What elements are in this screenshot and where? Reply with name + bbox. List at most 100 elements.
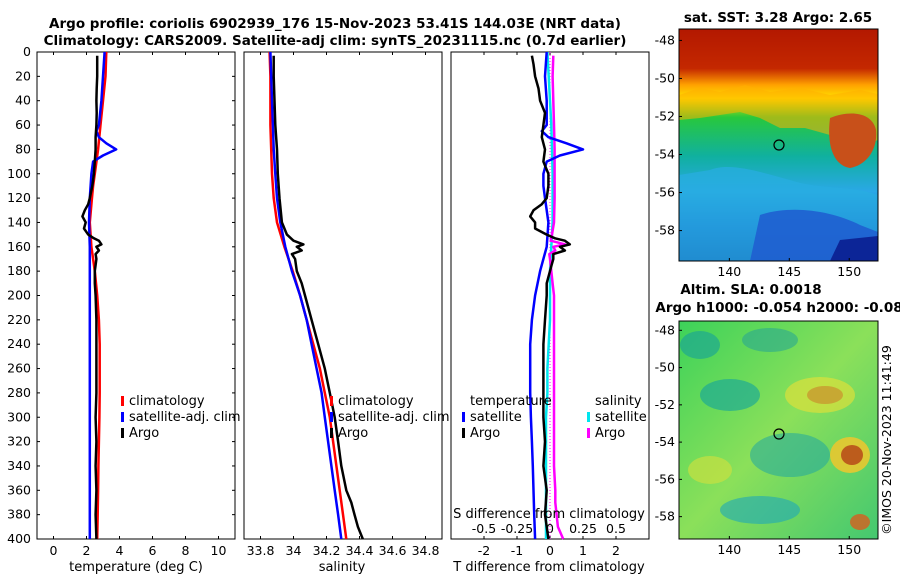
x-tick-label: 2 [83,543,91,558]
difference-top-x-ticks: -0.5 -0.25 0 0.25 0.5 [472,521,626,536]
y-tick-label: 340 [7,458,31,473]
legend-swatch-t-argo [462,428,465,438]
top-x-tick-label: 0 [546,521,554,536]
difference-top-x-label: S difference from climatology [453,507,645,522]
map-y-tick-label: -54 [655,434,675,449]
temperature-x-label: temperature (deg C) [69,560,203,575]
map-y-tick-label: -52 [655,108,675,123]
map-y-tick-label: -48 [655,32,675,47]
top-x-tick-label: 0.25 [569,521,597,536]
x-tick-label: 4 [116,543,124,558]
legend-swatch-s-argo [587,428,590,438]
legend-satellite: satellite-adj. clim [338,410,450,425]
y-tick-label: 40 [15,93,31,108]
x-tick-label: -2 [478,543,490,558]
legend-swatch-s-satellite [587,412,590,422]
x-tick-label: 34.4 [346,543,374,558]
legend-argo: Argo [129,426,159,441]
salinity-x-ticks: 33.8 34 34.2 34.4 34.6 34.8 [247,52,440,558]
y-tick-label: 0 [23,44,31,59]
y-tick-label: 280 [7,385,31,400]
sla-map-panel: Altim. SLA: 0.0018 Argo h1000: -0.054 h2… [655,282,900,557]
map-x-tick-label: 145 [777,542,801,557]
salinity-panel: 33.8 34 34.2 34.4 34.6 34.8 salinity climatol… [243,51,450,575]
x-tick-label: 34.2 [313,543,341,558]
y-tick-label: 320 [7,434,31,449]
x-tick-label: 34.8 [412,543,440,558]
legend-swatch-argo [121,428,124,438]
x-tick-label: 6 [149,543,157,558]
legend-t-argo: Argo [470,426,500,441]
legend-climatology: climatology [338,394,414,409]
legend-s-satellite: satellite [595,410,647,425]
y-tick-label: 200 [7,288,31,303]
sla-argo-marker [773,428,785,440]
argo-line [272,55,364,540]
sla-map-x-ticks: 140 145 150 [717,536,861,557]
y-tick-label: 120 [7,190,31,205]
y-tick-label: 60 [15,117,31,132]
x-tick-label: -1 [511,543,523,558]
x-tick-label: 1 [579,543,587,558]
y-tick-label: 160 [7,239,31,254]
y-tick-label: 180 [7,263,31,278]
sst-map-frame [678,28,879,262]
sla-map-title-2: Argo h1000: -0.054 h2000: -0.08 [655,300,900,316]
sla-map-title-1: Altim. SLA: 0.0018 [680,282,821,298]
satellite-adj-clim-line [87,51,118,539]
x-tick-label: 34 [286,543,302,558]
sst-map-title: sat. SST: 3.28 Argo: 2.65 [684,10,872,26]
salinity-series [268,51,364,540]
y-tick-label: 380 [7,507,31,522]
top-x-tick-label: -0.5 [472,521,496,536]
sst-map-y-ticks: -48 -50 -52 -54 -56 -58 [655,32,682,238]
x-tick-label: 2 [612,543,620,558]
map-y-tick-label: -50 [655,360,675,375]
title-line-1: Argo profile: coriolis 6902939_176 15-No… [49,16,621,32]
t-satellite-line [528,51,585,540]
legend-swatch-t-satellite [462,412,465,422]
temperature-panel: 0204060801001201401601802002202402602803… [7,44,649,575]
map-y-tick-label: -56 [655,185,675,200]
y-tick-label: 100 [7,166,31,181]
copyright-stamp: ©IMOS 20-Nov-2023 11:41:49 [879,345,894,535]
map-x-tick-label: 145 [777,264,801,279]
s-satellite-line [544,51,554,539]
salinity-x-label: salinity [319,560,366,575]
t-argo-line [528,55,572,540]
map-x-tick-label: 140 [717,542,741,557]
x-tick-label: 8 [182,543,190,558]
map-y-tick-label: -58 [655,509,675,524]
sla-map-image [679,321,878,539]
sst-argo-marker [773,139,785,151]
sst-map-x-ticks: 140 145 150 [717,258,861,279]
top-x-tick-label: 0.5 [606,521,626,536]
sst-map-panel: sat. SST: 3.28 Argo: 2.65 -48 -50 -52 -54 -5… [655,10,879,279]
top-x-tick-label: -0.25 [501,521,533,536]
temperature-series [81,51,118,540]
sla-map-frame [678,320,879,540]
map-y-tick-label: -52 [655,397,675,412]
x-tick-label: 33.8 [247,543,275,558]
difference-panel: -2 -1 0 1 2 -0.5 -0.25 0 0.25 0.5 T difference f… [450,51,650,575]
legend-climatology: climatology [129,394,205,409]
salinity-legend: climatology satellite-adj. clim Argo [330,394,450,441]
map-x-tick-label: 150 [837,264,861,279]
map-y-tick-label: -48 [655,322,675,337]
legend-swatch-climatology [121,396,124,406]
legend-swatch-satellite [121,412,124,422]
map-x-tick-label: 140 [717,264,741,279]
legend-swatch-climatology [330,396,333,406]
legend-swatch-argo [330,428,333,438]
map-x-tick-label: 150 [837,542,861,557]
difference-series [528,51,585,540]
legend-satellite: satellite-adj. clim [129,410,241,425]
map-y-tick-label: -50 [655,70,675,85]
y-tick-label: 400 [7,531,31,546]
y-tick-label: 140 [7,214,31,229]
satellite-adj-clim-line [269,51,343,540]
argo-line [81,55,103,540]
y-tick-label: 220 [7,312,31,327]
map-y-tick-label: -58 [655,223,675,238]
